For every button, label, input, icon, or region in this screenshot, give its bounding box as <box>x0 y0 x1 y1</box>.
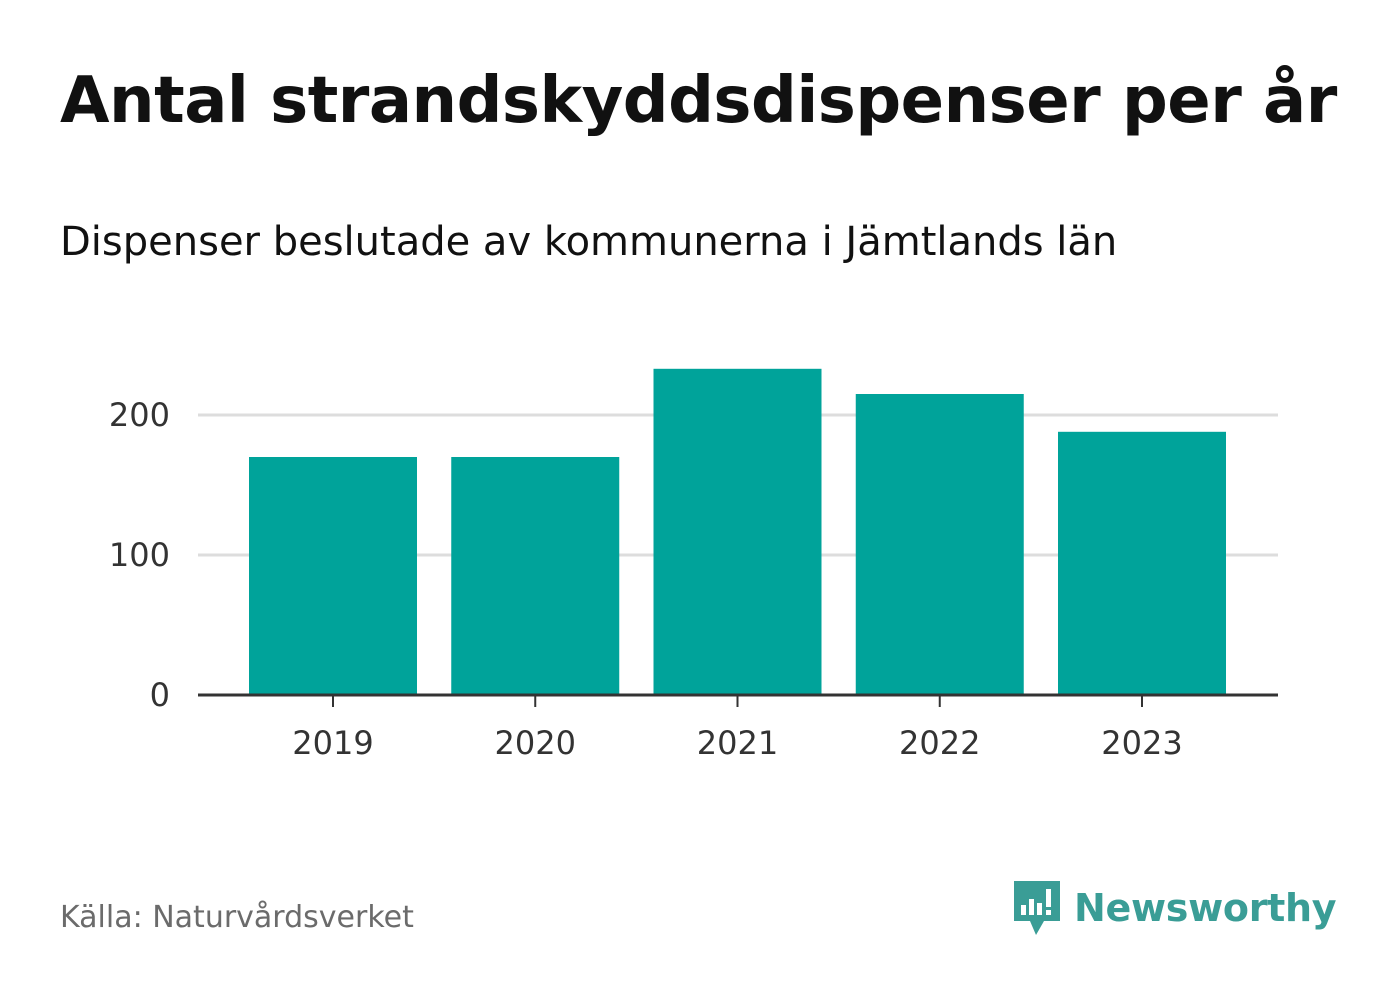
source-note: Källa: Naturvårdsverket <box>60 900 414 935</box>
chart-subtitle: Dispenser beslutade av kommunerna i Jämt… <box>60 219 1118 265</box>
y-tick-label-0: 0 <box>150 676 170 714</box>
bar-2021 <box>653 368 822 695</box>
bar-2019 <box>249 457 417 695</box>
newsworthy-logo-icon <box>1014 881 1060 935</box>
brand-name: Newsworthy <box>1074 886 1337 930</box>
bars <box>249 368 1226 695</box>
y-tick-label-200: 200 <box>109 396 170 434</box>
bar-2022 <box>855 394 1024 695</box>
chart-title: Antal strandskyddsdispenser per år <box>60 64 1337 138</box>
bar-2023 <box>1058 431 1226 695</box>
y-tick-labels: 0 100 200 <box>109 396 170 714</box>
x-tick-label-2021: 2021 <box>697 724 778 762</box>
x-tick-label-2023: 2023 <box>1101 724 1182 762</box>
brand-logo[interactable]: Newsworthy <box>1010 877 1337 939</box>
x-tick-labels: 2019 2020 2021 2022 2023 <box>292 724 1182 762</box>
y-tick-label-100: 100 <box>109 536 170 574</box>
x-axis <box>198 693 1278 707</box>
x-tick-label-2022: 2022 <box>899 724 980 762</box>
x-tick-label-2020: 2020 <box>495 724 576 762</box>
bar-2020 <box>451 457 620 695</box>
x-tick-label-2019: 2019 <box>292 724 373 762</box>
